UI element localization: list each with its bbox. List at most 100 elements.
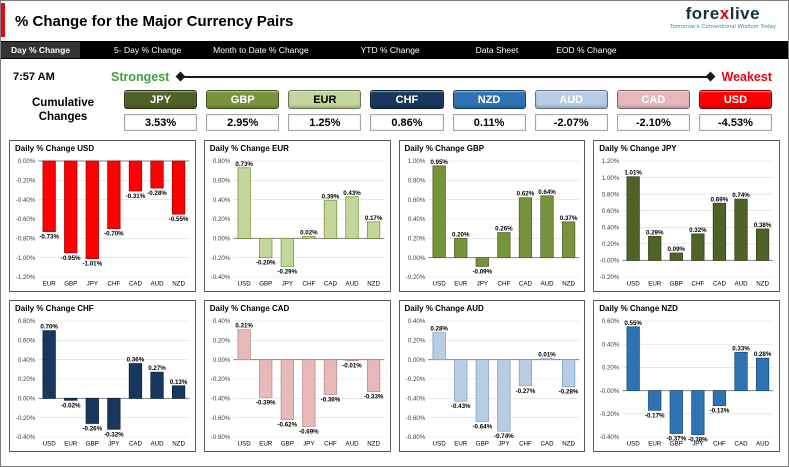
y-tick-label: 1.20% <box>602 158 620 165</box>
tab-day-pct-change[interactable]: Day % Change <box>1 42 81 58</box>
x-tick-label: EUR <box>454 441 468 448</box>
tab-5-day-pct-change[interactable]: 5- Day % Change <box>114 45 182 55</box>
currency-box-cad[interactable]: CAD <box>616 90 690 109</box>
currency-box-eur[interactable]: EUR <box>288 90 362 109</box>
bar-eur <box>453 237 467 259</box>
value-label: 0.95% <box>430 159 448 166</box>
x-tick-label: GBP <box>259 281 272 288</box>
value-label: -0.13% <box>710 408 730 415</box>
bar-nzd <box>756 228 770 261</box>
value-label: 0.43% <box>343 190 361 197</box>
tab-eod-pct-change[interactable]: EOD % Change <box>556 45 617 55</box>
currency-box-aud[interactable]: AUD <box>534 90 608 109</box>
chart-title: Daily % Change USD <box>15 144 95 153</box>
tab-data-sheet[interactable]: Data Sheet <box>475 45 519 55</box>
value-label: 0.28% <box>754 351 772 358</box>
forexlive-logo[interactable]: forexlive Tomorrow's Conventional Wisdom… <box>670 5 776 30</box>
chart-title: Daily % Change CHF <box>15 304 94 313</box>
x-tick-label: CAD <box>518 281 532 288</box>
x-tick-label: CAD <box>540 441 554 448</box>
value-label: -0.02% <box>61 402 81 409</box>
y-tick-label: 0.80% <box>407 178 425 185</box>
tab-ytd-pct-change[interactable]: YTD % Change <box>360 45 420 55</box>
currency-box-nzd[interactable]: NZD <box>452 90 526 109</box>
chart-title: Daily % Change AUD <box>404 304 484 313</box>
value-label: 0.36% <box>127 357 145 364</box>
value-label: -0.37% <box>667 436 687 443</box>
bar-jpy <box>691 390 705 436</box>
y-tick-label: 1.00% <box>602 175 620 182</box>
x-tick-label: NZD <box>172 281 185 288</box>
y-tick-label: 0.00% <box>407 255 425 262</box>
value-label: 0.64% <box>538 189 556 196</box>
value-label: 0.73% <box>235 161 253 168</box>
weakest-label: Weakest <box>721 69 773 84</box>
value-label: 0.74% <box>732 192 750 199</box>
y-tick-label: -0.40% <box>16 197 36 204</box>
x-tick-label: AUD <box>150 281 164 288</box>
y-tick-label: 0.60% <box>602 208 620 215</box>
x-tick-label: CHF <box>302 281 315 288</box>
bar-usd <box>42 330 56 399</box>
bar-gbp <box>64 160 78 254</box>
value-label: 0.37% <box>559 215 577 222</box>
bar-cad <box>539 358 554 361</box>
currency-box-gbp[interactable]: GBP <box>206 90 280 109</box>
y-tick-label: 0.80% <box>602 191 620 198</box>
y-tick-label: 0.60% <box>213 178 231 185</box>
chart-panel-jpy: Daily % Change JPY 1.20% 1.00% 0.80% 0.60% 0.… <box>593 140 780 292</box>
x-tick-label: NZD <box>756 281 769 288</box>
bar-aud <box>539 195 554 259</box>
bar-jpy <box>107 397 121 430</box>
chart-title: Daily % Change GBP <box>404 144 485 153</box>
bar-eur <box>453 359 467 402</box>
x-tick-label: EUR <box>648 441 662 448</box>
y-tick-label: 0.60% <box>18 338 36 345</box>
bar-aud <box>345 359 359 362</box>
x-tick-label: CAD <box>129 441 143 448</box>
bar-eur <box>64 397 78 401</box>
cumulative-value-jpy: 3.53% <box>124 114 198 131</box>
x-tick-label: GBP <box>86 441 99 448</box>
chart-panel-cad: Daily % Change CAD 0.40% 0.20% 0.00% -0.20% -… <box>203 300 391 452</box>
value-label: 0.28% <box>430 326 448 333</box>
value-label: 0.70% <box>40 324 58 331</box>
x-tick-label: GBP <box>670 441 683 448</box>
y-tick-label: -0.40% <box>211 396 231 403</box>
bar-gbp <box>280 359 294 420</box>
y-tick-label: -0.40% <box>600 434 620 441</box>
currency-box-usd[interactable]: USD <box>698 90 772 109</box>
x-tick-label: JPY <box>281 281 292 288</box>
x-tick-label: USD <box>43 441 57 448</box>
currency-box-chf[interactable]: CHF <box>370 90 444 109</box>
value-label: -0.26% <box>82 425 102 432</box>
chart-plot: 1.20% 1.00% 0.80% 0.60% 0.40% 0.20% -0.00% -0.2… <box>600 158 774 288</box>
y-tick-label: 0.00% <box>213 236 231 243</box>
value-label: -0.28% <box>558 389 578 396</box>
y-tick-label: -0.20% <box>211 376 231 383</box>
y-tick-label: 1.00% <box>407 158 425 165</box>
cumulative-value-eur: 1.25% <box>288 114 362 131</box>
x-tick-label: JPY <box>303 441 314 448</box>
bar-usd <box>237 167 251 239</box>
y-tick-label: 0.40% <box>18 357 36 364</box>
currency-box-jpy[interactable]: JPY <box>124 90 198 109</box>
cumulative-value-gbp: 2.95% <box>206 114 280 131</box>
y-tick-label: -0.60% <box>16 216 36 223</box>
bar-jpy <box>302 359 316 427</box>
tab-month-to-date-pct-change[interactable]: Month to Date % Change <box>213 45 309 55</box>
bar-chf <box>691 233 705 261</box>
y-tick-label: 0.20% <box>602 241 620 248</box>
chart-plot: 0.40% 0.20% 0.00% -0.20% -0.40% -0.60% -0.80% 0… <box>405 318 579 448</box>
x-tick-label: CHF <box>692 281 705 288</box>
x-tick-label: EUR <box>454 281 468 288</box>
x-tick-label: CAD <box>129 281 143 288</box>
cumulative-value-chf: 0.86% <box>370 114 444 131</box>
y-tick-label: 0.20% <box>407 338 425 345</box>
x-tick-label: GBP <box>64 281 77 288</box>
y-tick-label: 0.20% <box>18 376 36 383</box>
y-tick-label: 0.40% <box>213 197 231 204</box>
bar-eur <box>258 359 273 398</box>
x-tick-label: NZD <box>367 441 380 448</box>
